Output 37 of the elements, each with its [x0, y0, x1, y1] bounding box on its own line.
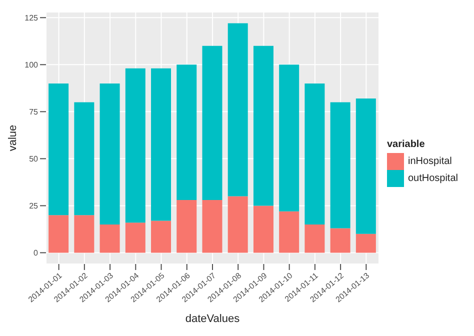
bar: [330, 102, 350, 228]
bar: [279, 211, 300, 253]
bar: [100, 224, 120, 253]
y-tick-label: 0: [34, 248, 39, 258]
legend-label: outHospital: [408, 173, 458, 184]
bar: [48, 83, 69, 216]
y-tick-label: 75: [29, 108, 39, 117]
bar: [253, 206, 274, 253]
y-tick-label: 50: [29, 154, 39, 164]
y-axis-title: value: [6, 124, 19, 152]
y-tick-label: 25: [29, 202, 39, 211]
bar: [151, 68, 172, 221]
bar: [74, 215, 94, 253]
bar: [356, 234, 376, 253]
y-tick-label: 125: [24, 13, 39, 22]
bar: [228, 196, 248, 253]
bar: [176, 64, 197, 200]
x-axis-title: dateValues: [185, 313, 240, 325]
bar: [330, 228, 350, 253]
bar: [279, 64, 300, 212]
bar: [151, 220, 172, 253]
legend-title: variable: [386, 139, 426, 150]
bar: [74, 102, 94, 216]
y-tick-label: 100: [24, 60, 39, 70]
bar: [304, 83, 325, 225]
bar: [253, 46, 274, 206]
bar: [100, 83, 120, 225]
legend-label: inHospital: [408, 156, 452, 167]
bar: [202, 200, 222, 253]
bar: [176, 200, 197, 253]
bar: [48, 215, 69, 253]
bar: [356, 98, 376, 234]
bar: [228, 23, 248, 196]
bar: [125, 68, 146, 223]
bar: [125, 222, 146, 253]
bar: [304, 224, 325, 253]
bar: [202, 46, 222, 200]
